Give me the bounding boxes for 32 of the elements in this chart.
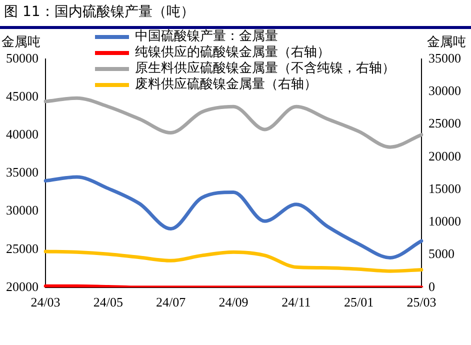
y2-tick-label: 0 xyxy=(428,278,435,294)
y-tick-label: 50000 xyxy=(6,50,38,66)
y2-tick-label: 5000 xyxy=(428,246,454,262)
y-tick-label: 20000 xyxy=(6,278,38,294)
legend-label: 中国硫酸镍产量：金属量 xyxy=(135,29,278,45)
legend-label: 原生料供应硫酸镍金属量（不含纯镍，右轴） xyxy=(135,61,395,77)
y2-tick-label: 15000 xyxy=(428,180,461,196)
y-tick-label: 45000 xyxy=(6,88,38,104)
y2-tick-label: 10000 xyxy=(428,214,461,229)
x-tick-label: 25/03 xyxy=(406,294,436,310)
x-tick-label: 24/11 xyxy=(282,294,311,310)
y-tick-label: 30000 xyxy=(6,202,38,218)
y-tick-label: 40000 xyxy=(6,126,38,142)
line-series xyxy=(44,250,424,273)
y-axis-title: 金属吨 xyxy=(1,34,40,50)
y2-tick-label: 20000 xyxy=(428,148,461,164)
y-tick-label: 25000 xyxy=(6,240,38,256)
y2-tick-label: 25000 xyxy=(428,116,461,131)
legend-label: 纯镍供应的硫酸镍金属量（右轴） xyxy=(135,45,330,61)
y2-axis-title: 金属吨 xyxy=(426,34,466,50)
legend-label: 废料供应硫酸镍金属量（右轴） xyxy=(135,77,317,93)
y-tick-label: 35000 xyxy=(6,164,38,180)
x-tick-label: 24/03 xyxy=(30,294,60,310)
x-tick-label: 25/01 xyxy=(344,294,374,310)
y2-tick-label: 35000 xyxy=(428,50,461,66)
x-tick-label: 24/05 xyxy=(93,294,123,310)
y2-tick-label: 30000 xyxy=(428,83,461,98)
chart-title: 图 11：国内硫酸镍产量（吨） xyxy=(0,0,471,29)
line-series xyxy=(44,96,424,149)
x-tick-label: 24/07 xyxy=(156,294,186,310)
line-series xyxy=(44,175,424,260)
x-tick-label: 24/09 xyxy=(218,294,248,310)
